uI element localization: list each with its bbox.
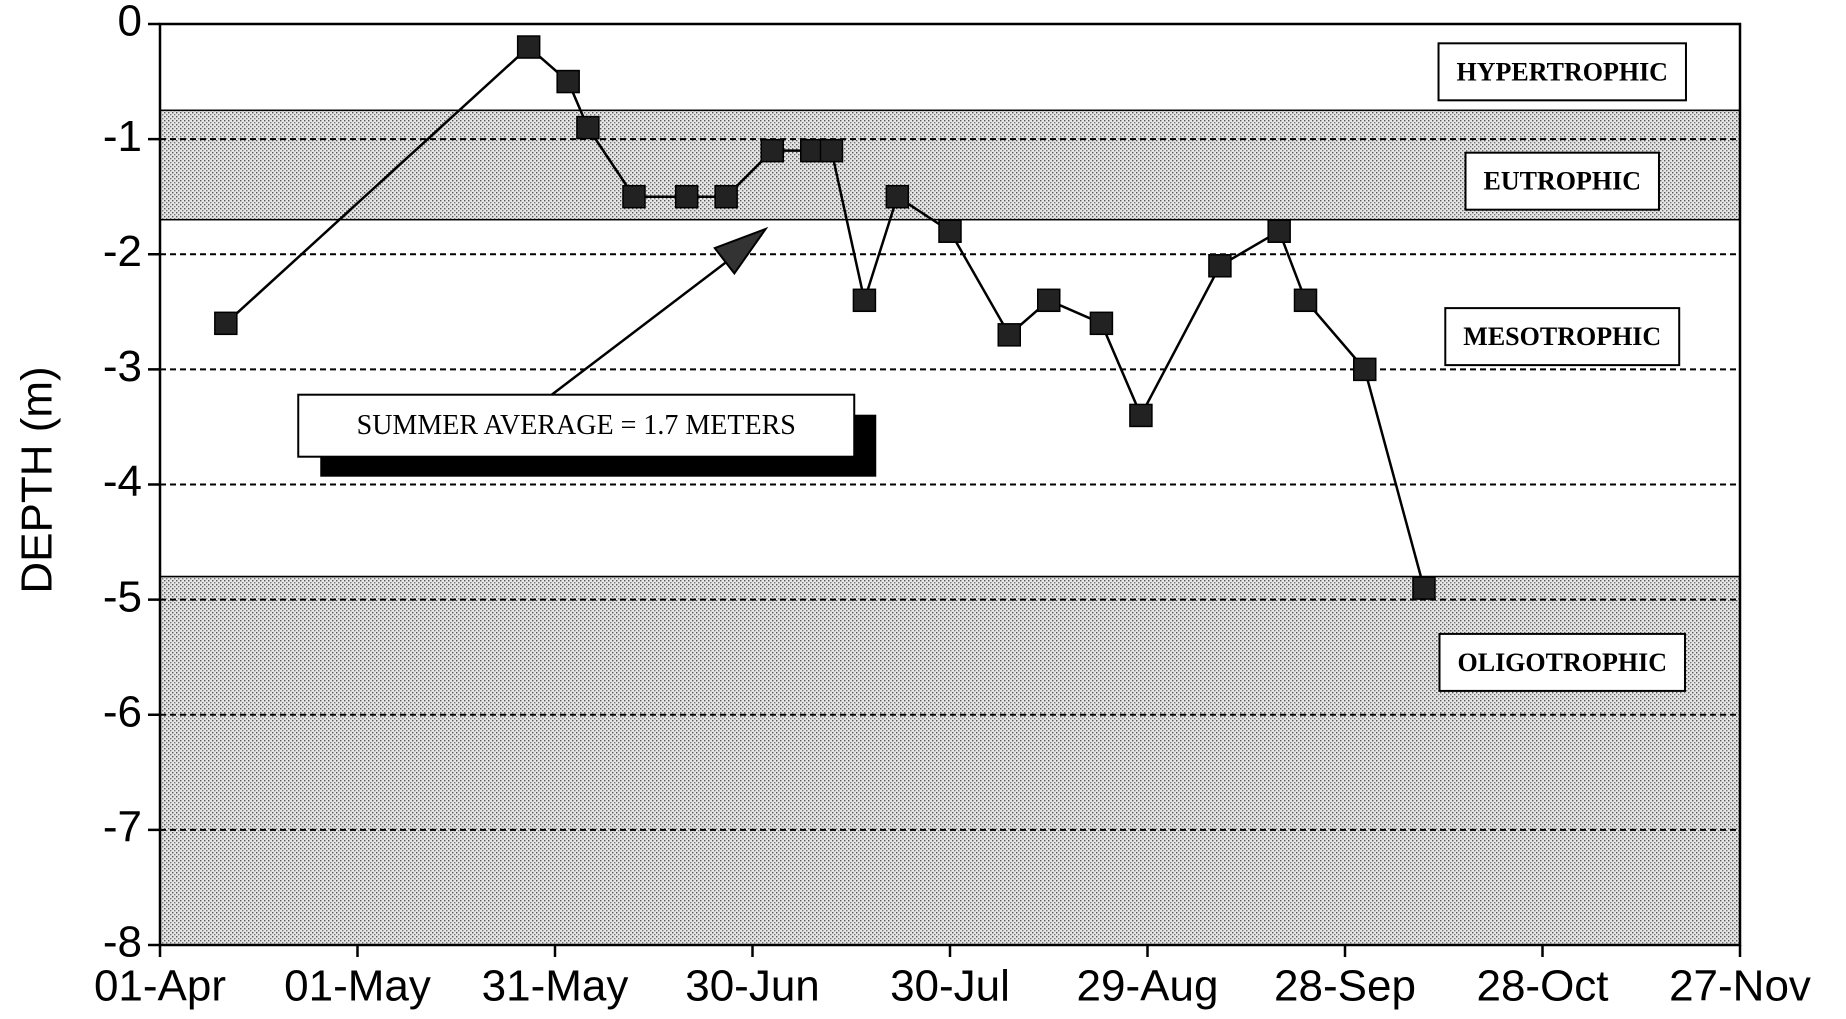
x-tick-label: 01-Apr <box>94 962 226 1011</box>
data-point <box>819 138 844 163</box>
y-tick-label: -7 <box>103 803 142 852</box>
y-axis-label: DEPTH (m) <box>13 366 62 593</box>
zone-label-box <box>1444 307 1681 367</box>
x-tick-label: 30-Jun <box>685 962 820 1011</box>
data-point <box>1089 311 1114 336</box>
zone-label: EUTROPHIC <box>1464 151 1660 211</box>
data-point <box>214 311 238 336</box>
zone-label-text: HYPERTROPHIC <box>1457 57 1668 86</box>
data-point <box>1293 288 1318 313</box>
data-point <box>885 184 910 209</box>
x-tick-label: 27-Nov <box>1669 962 1811 1011</box>
annotation-arrow-head <box>713 226 769 276</box>
zone-label-text: EUTROPHIC <box>1484 167 1641 196</box>
y-tick-label: -2 <box>103 227 142 276</box>
data-point <box>1129 403 1153 428</box>
x-tick-label: 01-May <box>284 962 431 1011</box>
x-tick-label: 31-May <box>482 962 629 1011</box>
data-point <box>516 35 541 59</box>
data-point <box>938 219 962 243</box>
zone-band <box>159 575 1741 946</box>
data-point <box>556 69 580 94</box>
data-point <box>852 288 877 313</box>
data-point <box>760 138 784 163</box>
data-point <box>1412 576 1436 600</box>
y-tick-label: 0 <box>118 0 142 46</box>
data-point <box>1037 288 1061 313</box>
y-tick-label: -3 <box>103 342 142 391</box>
data-point <box>1267 219 1291 243</box>
data-point <box>622 184 646 209</box>
zone-label-box <box>1437 42 1687 102</box>
data-point <box>674 184 699 209</box>
zone-label-box <box>1464 151 1660 211</box>
data-point <box>997 323 1021 347</box>
data-line <box>224 45 1426 589</box>
y-tick-label: -4 <box>103 457 142 506</box>
data-point <box>576 115 600 140</box>
zone-label-box <box>1438 632 1686 692</box>
x-tick-label: 28-Sep <box>1274 962 1416 1011</box>
x-tick-label: 30-Jul <box>890 962 1010 1011</box>
y-tick-label: -1 <box>103 112 142 161</box>
data-point <box>800 138 824 163</box>
zone-label: HYPERTROPHIC <box>1437 42 1687 102</box>
y-tick-label: -8 <box>103 918 142 967</box>
data-point <box>714 184 738 209</box>
zone-label: OLIGOTROPHIC <box>1438 632 1686 692</box>
y-tick-label: -5 <box>103 572 142 621</box>
annotation-arrow-shaft <box>550 253 737 396</box>
x-tick-label: 29-Aug <box>1077 962 1219 1011</box>
annotation-box <box>297 393 856 458</box>
annotation-text: SUMMER AVERAGE = 1.7 METERS <box>357 410 796 441</box>
zone-label-text: OLIGOTROPHIC <box>1458 648 1667 677</box>
data-point <box>1353 357 1377 382</box>
x-tick-label: 28-Oct <box>1476 962 1608 1011</box>
zone-label: MESOTROPHIC <box>1444 307 1681 367</box>
y-tick-label: -6 <box>103 687 142 736</box>
zone-label-text: MESOTROPHIC <box>1463 322 1661 351</box>
data-point <box>1208 254 1232 278</box>
